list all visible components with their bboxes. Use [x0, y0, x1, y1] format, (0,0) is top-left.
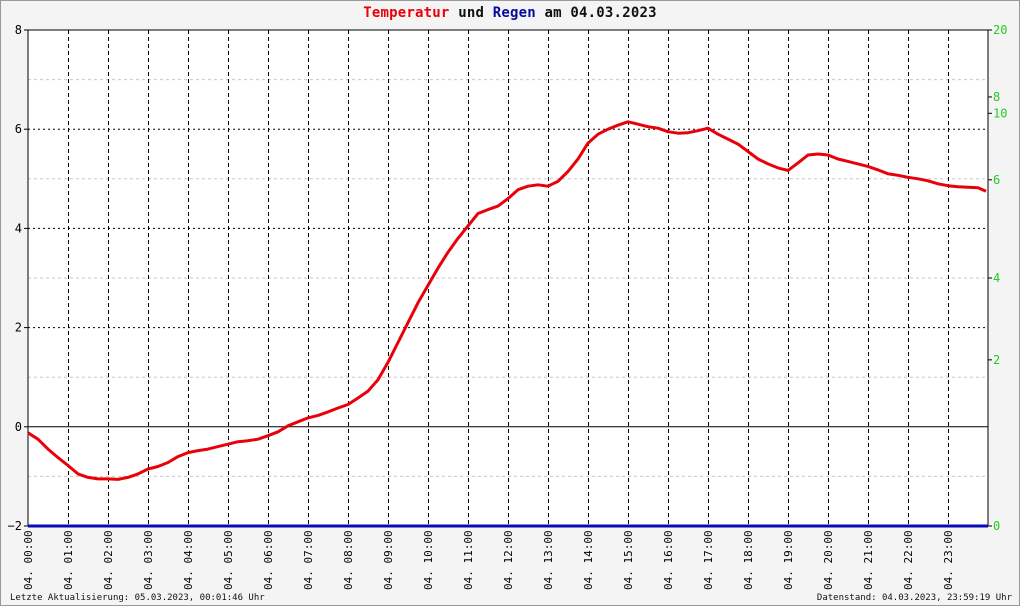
temperature-line — [27, 120, 987, 481]
x-axis-tick-label: 04. 22:00 — [902, 530, 915, 590]
x-axis-tick-label: 04. 17:00 — [702, 530, 715, 590]
title-temperature: Temperatur — [363, 5, 450, 21]
x-axis-tick-label: 04. 08:00 — [342, 530, 355, 590]
left-axis-tick-label: 6 — [15, 122, 22, 136]
x-axis-tick-label: 04. 01:00 — [62, 530, 75, 590]
left-axis-tick-label: 4 — [15, 221, 22, 235]
x-axis-tick-label: 04. 07:00 — [302, 530, 315, 590]
x-axis-tick-label: 04. 02:00 — [102, 530, 115, 590]
x-axis-tick-label: 04. 18:00 — [742, 530, 755, 590]
title-rain: Regen — [492, 5, 536, 21]
right-axis-tick-label: 10 — [993, 106, 1007, 120]
right-axis-tick-label: 2 — [993, 353, 1000, 367]
x-axis-tick-label: 04. 03:00 — [142, 530, 155, 590]
x-axis-tick-label: 04. 11:00 — [462, 530, 475, 590]
x-axis-tick-label: 04. 13:00 — [542, 530, 555, 590]
footer-data-status: Datenstand: 04.03.2023, 23:59:19 Uhr — [816, 593, 1012, 603]
right-axis-tick-label: 4 — [993, 271, 1000, 285]
x-axis-tick-label: 04. 16:00 — [662, 530, 675, 590]
title-date: am 04.03.2023 — [544, 5, 657, 21]
x-axis-tick-label: 04. 23:00 — [942, 530, 955, 590]
footer-last-update: Letzte Aktualisierung: 05.03.2023, 00:01… — [10, 593, 265, 603]
x-axis-tick-label: 04. 06:00 — [262, 530, 275, 590]
right-axis-tick-label: 6 — [993, 173, 1000, 187]
x-axis-tick-label: 04. 21:00 — [862, 530, 875, 590]
x-axis-tick-label: 04. 19:00 — [782, 530, 795, 590]
right-axis-tick-label: 0 — [993, 519, 1000, 533]
x-axis-tick-label: 04. 12:00 — [502, 530, 515, 590]
x-axis-tick-label: 04. 20:00 — [822, 530, 835, 590]
x-axis-tick-label: 04. 00:00 — [22, 530, 35, 590]
x-axis-tick-label: 04. 04:00 — [182, 530, 195, 590]
x-axis-tick-label: 04. 14:00 — [582, 530, 595, 590]
left-axis-tick-label: 2 — [15, 321, 22, 335]
left-axis-tick-label: −2 — [8, 519, 22, 533]
left-axis-tick-label: 8 — [15, 23, 22, 37]
chart-title: Temperatur und Regen am 04.03.2023 — [0, 5, 1020, 21]
title-and: und — [458, 5, 485, 21]
x-axis-tick-label: 04. 15:00 — [622, 530, 635, 590]
right-axis-tick-label: 8 — [993, 90, 1000, 104]
left-axis-tick-label: 0 — [15, 420, 22, 434]
x-axis-tick-label: 04. 09:00 — [382, 530, 395, 590]
x-axis-tick-label: 04. 10:00 — [422, 530, 435, 590]
right-axis-tick-label: 20 — [993, 23, 1007, 37]
x-axis-tick-label: 04. 05:00 — [222, 530, 235, 590]
